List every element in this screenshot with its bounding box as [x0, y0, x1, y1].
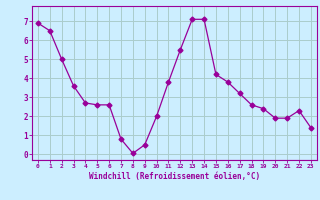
X-axis label: Windchill (Refroidissement éolien,°C): Windchill (Refroidissement éolien,°C) [89, 172, 260, 181]
